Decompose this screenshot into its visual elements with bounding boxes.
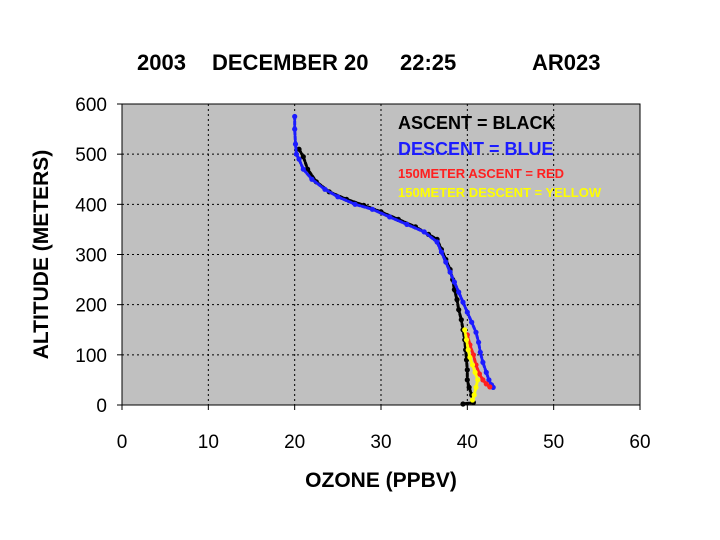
title-id: AR023: [532, 50, 601, 75]
data-point: [487, 384, 493, 390]
data-point: [471, 392, 477, 398]
title-year: 2003: [137, 50, 186, 75]
data-point: [296, 146, 302, 152]
data-point: [469, 397, 476, 403]
chart-title: 2003 DECEMBER 20 22:25 AR023: [0, 50, 720, 86]
y-tick-label: 100: [75, 346, 107, 367]
data-point: [486, 377, 492, 383]
x-tick-label: 10: [198, 432, 219, 453]
data-point: [300, 154, 306, 160]
data-point: [463, 337, 470, 343]
data-point: [475, 377, 481, 383]
y-tick-label: 200: [75, 296, 107, 317]
y-axis-ticks: 0 100 200 300 400 500 600: [75, 95, 122, 417]
data-point: [480, 359, 486, 365]
y-tick-label: 400: [75, 195, 107, 216]
data-point: [472, 369, 478, 375]
data-point: [404, 221, 410, 227]
data-point: [477, 349, 483, 355]
data-point: [421, 229, 427, 235]
data-point: [469, 362, 476, 368]
legend-entry: ASCENT = BLACK: [398, 113, 556, 133]
data-point: [462, 327, 468, 333]
data-point: [456, 307, 462, 313]
x-tick-label: 40: [457, 432, 478, 453]
data-point: [447, 269, 453, 275]
data-point: [483, 369, 489, 375]
x-tick-label: 60: [629, 432, 650, 453]
data-point: [434, 239, 440, 245]
y-axis-label: ALTITUDE (METERS): [30, 150, 53, 360]
data-point: [464, 309, 470, 315]
legend: ASCENT = BLACK DESCENT = BLUE 150METER ASC…: [398, 113, 602, 200]
series-line-3: [463, 328, 480, 402]
data-point: [451, 279, 457, 285]
data-point: [387, 214, 393, 220]
data-point: [300, 166, 306, 172]
data-point: [464, 367, 470, 373]
data-point: [296, 156, 302, 162]
y-tick-label: 300: [75, 246, 107, 267]
x-axis-label: OZONE (PPBV): [305, 469, 457, 492]
x-tick-label: 0: [117, 432, 128, 453]
data-point: [460, 299, 466, 305]
data-point: [292, 113, 298, 120]
data-point: [292, 126, 298, 132]
data-point: [352, 201, 358, 207]
data-point: [322, 186, 328, 192]
x-tick-label: 50: [543, 432, 564, 453]
data-point: [309, 176, 315, 182]
legend-entry: DESCENT = BLUE: [398, 139, 554, 159]
data-point: [443, 259, 449, 265]
x-tick-label: 20: [284, 432, 305, 453]
data-point: [292, 141, 299, 147]
data-point: [438, 249, 444, 255]
data-point: [465, 347, 471, 353]
data-point: [369, 206, 375, 212]
data-point: [480, 377, 486, 383]
data-point: [454, 297, 460, 303]
data-point: [456, 289, 462, 295]
legend-entry: 150METER ASCENT = RED: [398, 166, 564, 181]
data-point: [473, 329, 479, 335]
data-point: [483, 381, 489, 387]
legend-entry: 150METER DESCENT = YELLOW: [398, 185, 602, 200]
data-point: [467, 354, 473, 360]
data-point: [473, 384, 479, 390]
x-axis-ticks: 0 10 20 30 40 50 60: [117, 405, 651, 453]
data-point: [464, 377, 470, 383]
title-date: DECEMBER 20: [212, 50, 369, 75]
data-point: [335, 194, 341, 200]
y-tick-label: 600: [75, 95, 107, 116]
y-tick-label: 500: [75, 145, 107, 166]
data-point: [460, 401, 466, 407]
data-point: [476, 371, 482, 377]
x-tick-label: 30: [370, 432, 391, 453]
data-series: [292, 113, 496, 407]
title-time: 22:25: [400, 50, 457, 75]
data-point: [469, 319, 475, 325]
data-point: [293, 151, 299, 157]
data-point: [458, 317, 464, 323]
data-point: [466, 384, 472, 390]
y-tick-label: 0: [96, 396, 107, 417]
data-point: [476, 339, 482, 345]
